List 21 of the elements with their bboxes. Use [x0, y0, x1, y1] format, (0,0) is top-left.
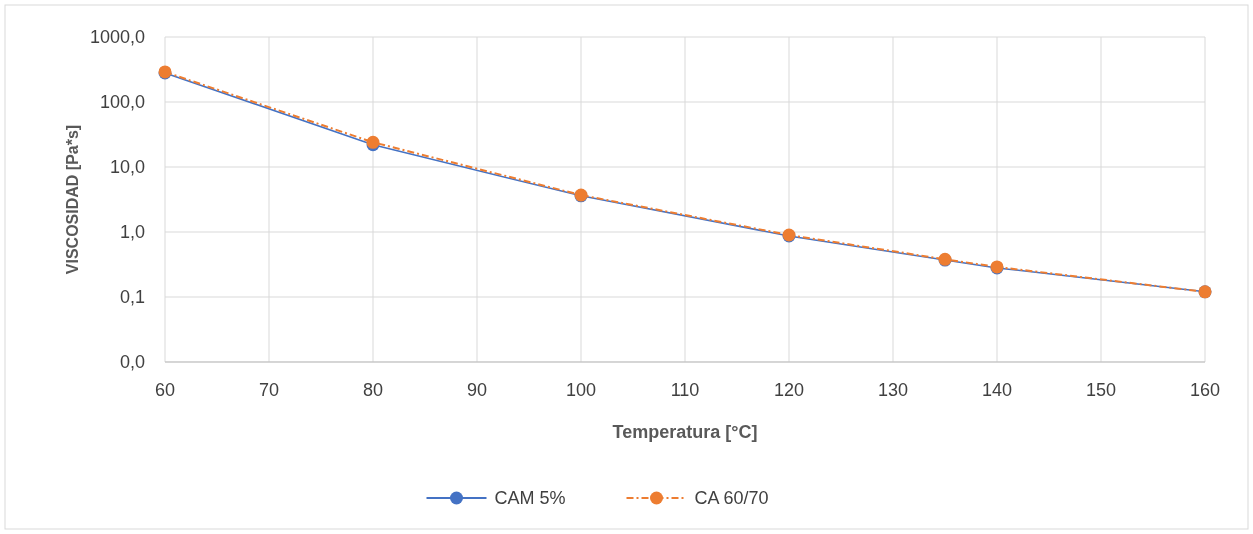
y-axis-title: VISCOSIDAD [Pa*s] — [64, 124, 81, 275]
x-axis-title: Temperatura [°C] — [612, 422, 758, 442]
y-tick-label: 10,0 — [109, 157, 145, 177]
y-tick-label: 0,0 — [119, 352, 145, 372]
x-tick-label: 150 — [1085, 380, 1117, 400]
x-tick-label: 60 — [154, 380, 176, 400]
legend-label: CAM 5% — [494, 488, 566, 508]
x-tick-label: 90 — [466, 380, 488, 400]
y-tick-label: 1000,0 — [89, 27, 145, 47]
x-tick-label: 140 — [981, 380, 1013, 400]
legend-label: CA 60/70 — [694, 488, 769, 508]
x-tick-label: 100 — [565, 380, 597, 400]
x-tick-label: 70 — [258, 380, 280, 400]
y-tick-label: 0,1 — [119, 287, 145, 307]
x-tick-label: 80 — [362, 380, 384, 400]
x-tick-label: 110 — [670, 380, 700, 400]
x-tick-label: 160 — [1189, 380, 1221, 400]
y-tick-label: 1,0 — [119, 222, 145, 242]
y-tick-label: 100,0 — [99, 92, 145, 112]
x-tick-label: 130 — [877, 380, 909, 400]
x-tick-label: 120 — [773, 380, 805, 400]
